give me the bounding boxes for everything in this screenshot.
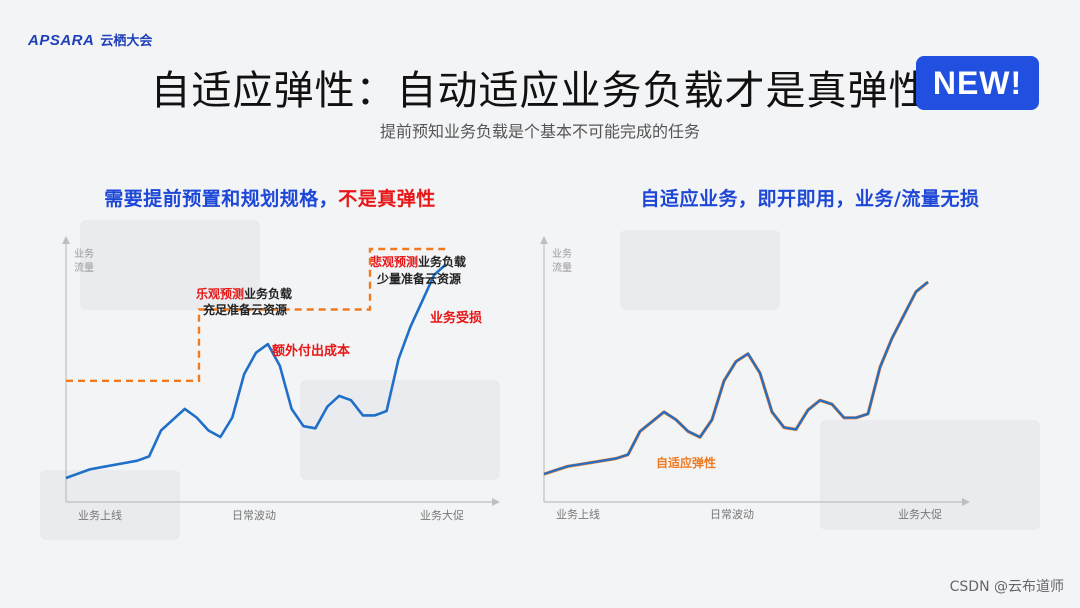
right-x-axis-arrow	[962, 498, 970, 506]
page-title: 自适应弹性：自动适应业务负载才是真弹性	[150, 68, 930, 114]
annotation-pessimistic: 悲观预测业务负载	[370, 254, 466, 269]
annotation-business-loss: 业务受损	[430, 310, 482, 326]
left-chart: 业务 流量 业务上线 日常波动 业务大促 乐观预测业务负载 充足准备云资源 额外…	[62, 236, 500, 522]
left-ylabel-line2: 流量	[74, 261, 94, 274]
right-chart: 业务 流量 业务上线 日常波动 业务大促 自适应弹性	[540, 236, 970, 521]
annotation-adaptive: 自适应弹性	[656, 455, 716, 470]
left-heading-part2: 不是真弹性	[338, 188, 436, 210]
right-xlabel-1: 日常波动	[710, 508, 754, 521]
right-ylabel-line1: 业务	[552, 247, 572, 260]
annotation-optimistic: 乐观预测业务负载	[196, 286, 292, 301]
annotation-ample-resources: 充足准备云资源	[203, 302, 287, 317]
right-xlabel-0: 业务上线	[556, 507, 600, 521]
left-x-axis-arrow	[492, 498, 500, 506]
left-y-axis-arrow	[62, 236, 70, 244]
page-subtitle: 提前预知业务负载是个基本不可能完成的任务	[379, 122, 700, 141]
watermark: CSDN @云布道师	[949, 579, 1064, 595]
right-workload-line	[543, 281, 929, 476]
left-provision-step-line	[66, 247, 446, 382]
right-adaptive-line	[543, 280, 930, 476]
brand-logo: APSARA 云栖大会	[28, 30, 152, 49]
annotation-extra-cost: 额外付出成本	[272, 343, 350, 359]
right-panel-heading: 自适应业务，即开即用，业务/流量无损	[640, 188, 980, 210]
left-workload-line	[65, 263, 447, 480]
brand-mark: APSARA	[28, 32, 95, 49]
left-ylabel-line1: 业务	[74, 247, 94, 260]
left-xlabel-2: 业务大促	[420, 508, 464, 522]
right-y-axis-arrow	[540, 236, 548, 244]
left-xlabel-0: 业务上线	[78, 508, 122, 522]
right-ylabel-line2: 流量	[552, 261, 572, 274]
new-badge: NEW!	[916, 56, 1039, 110]
annotation-few-resources: 少量准备云资源	[376, 271, 461, 286]
left-panel-heading: 需要提前预置和规划规格，不是真弹性	[0, 184, 540, 211]
left-heading-part1: 需要提前预置和规划规格，	[104, 188, 339, 210]
brand-name: 云栖大会	[100, 34, 153, 49]
right-xlabel-2: 业务大促	[898, 507, 942, 521]
left-xlabel-1: 日常波动	[232, 509, 276, 522]
